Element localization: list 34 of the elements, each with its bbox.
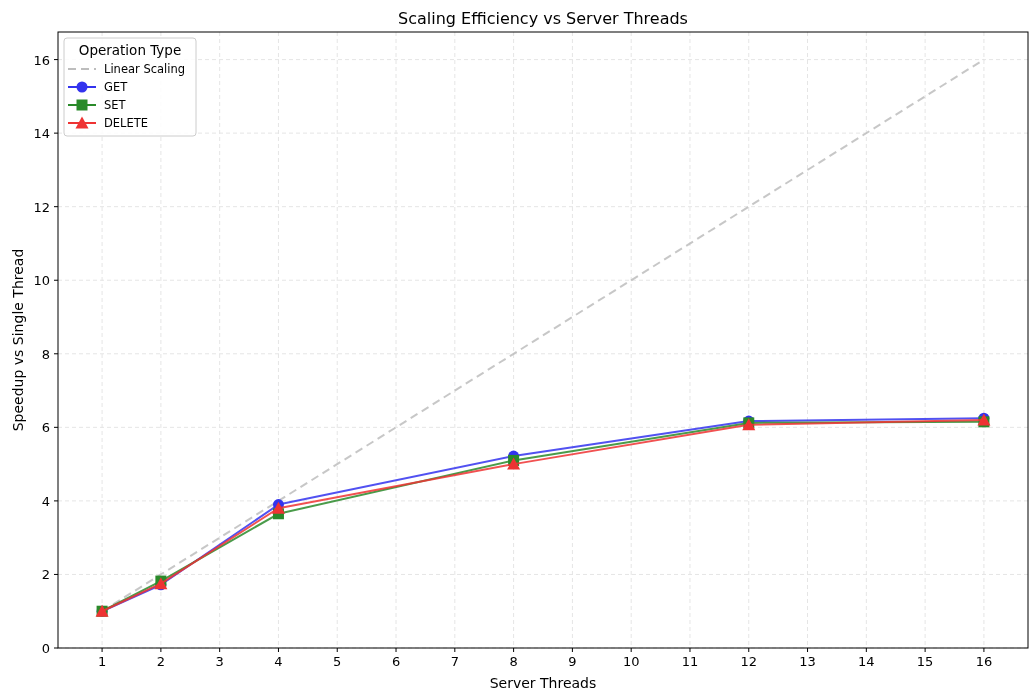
legend-label: DELETE	[104, 116, 149, 130]
x-tick-label: 10	[622, 654, 640, 669]
x-tick-label: 5	[333, 654, 342, 669]
legend-title: Operation Type	[78, 42, 182, 58]
y-tick-label: 10	[33, 273, 50, 289]
x-tick-label: 1	[97, 654, 107, 669]
x-tick-label: 9	[568, 654, 577, 669]
x-tick-label: 15	[916, 654, 934, 669]
x-tick-label: 14	[858, 654, 875, 669]
x-tick-label: 8	[509, 654, 518, 669]
legend-label: SET	[104, 98, 127, 112]
y-tick-label: 16	[33, 52, 50, 68]
y-tick-label: 6	[41, 420, 50, 436]
legend-label: Linear Scaling	[104, 62, 186, 76]
x-tick-label: 16	[975, 654, 993, 669]
x-tick-label: 6	[391, 654, 401, 669]
y-tick-label: 12	[33, 199, 50, 215]
x-tick-label: 7	[450, 654, 459, 669]
x-tick-label: 11	[681, 654, 699, 669]
chart-title: Scaling Efficiency vs Server Threads	[398, 9, 688, 28]
y-tick-label: 2	[41, 567, 50, 583]
point	[507, 457, 521, 470]
x-tick-label: 2	[156, 654, 166, 669]
y-tick-label: 8	[41, 346, 50, 362]
x-tick-label: 13	[799, 654, 816, 669]
x-tick-label: 12	[740, 654, 758, 669]
x-tick-label: 4	[274, 654, 283, 669]
legend-label: GET	[104, 80, 129, 94]
x-axis-title: Server Threads	[489, 675, 597, 691]
y-tick-label: 0	[41, 641, 50, 656]
y-tick-label: 4	[41, 493, 50, 509]
y-axis-title: Speedup vs Single Thread	[10, 248, 26, 432]
y-tick-label: 14	[33, 126, 50, 142]
x-tick-label: 3	[215, 654, 224, 669]
